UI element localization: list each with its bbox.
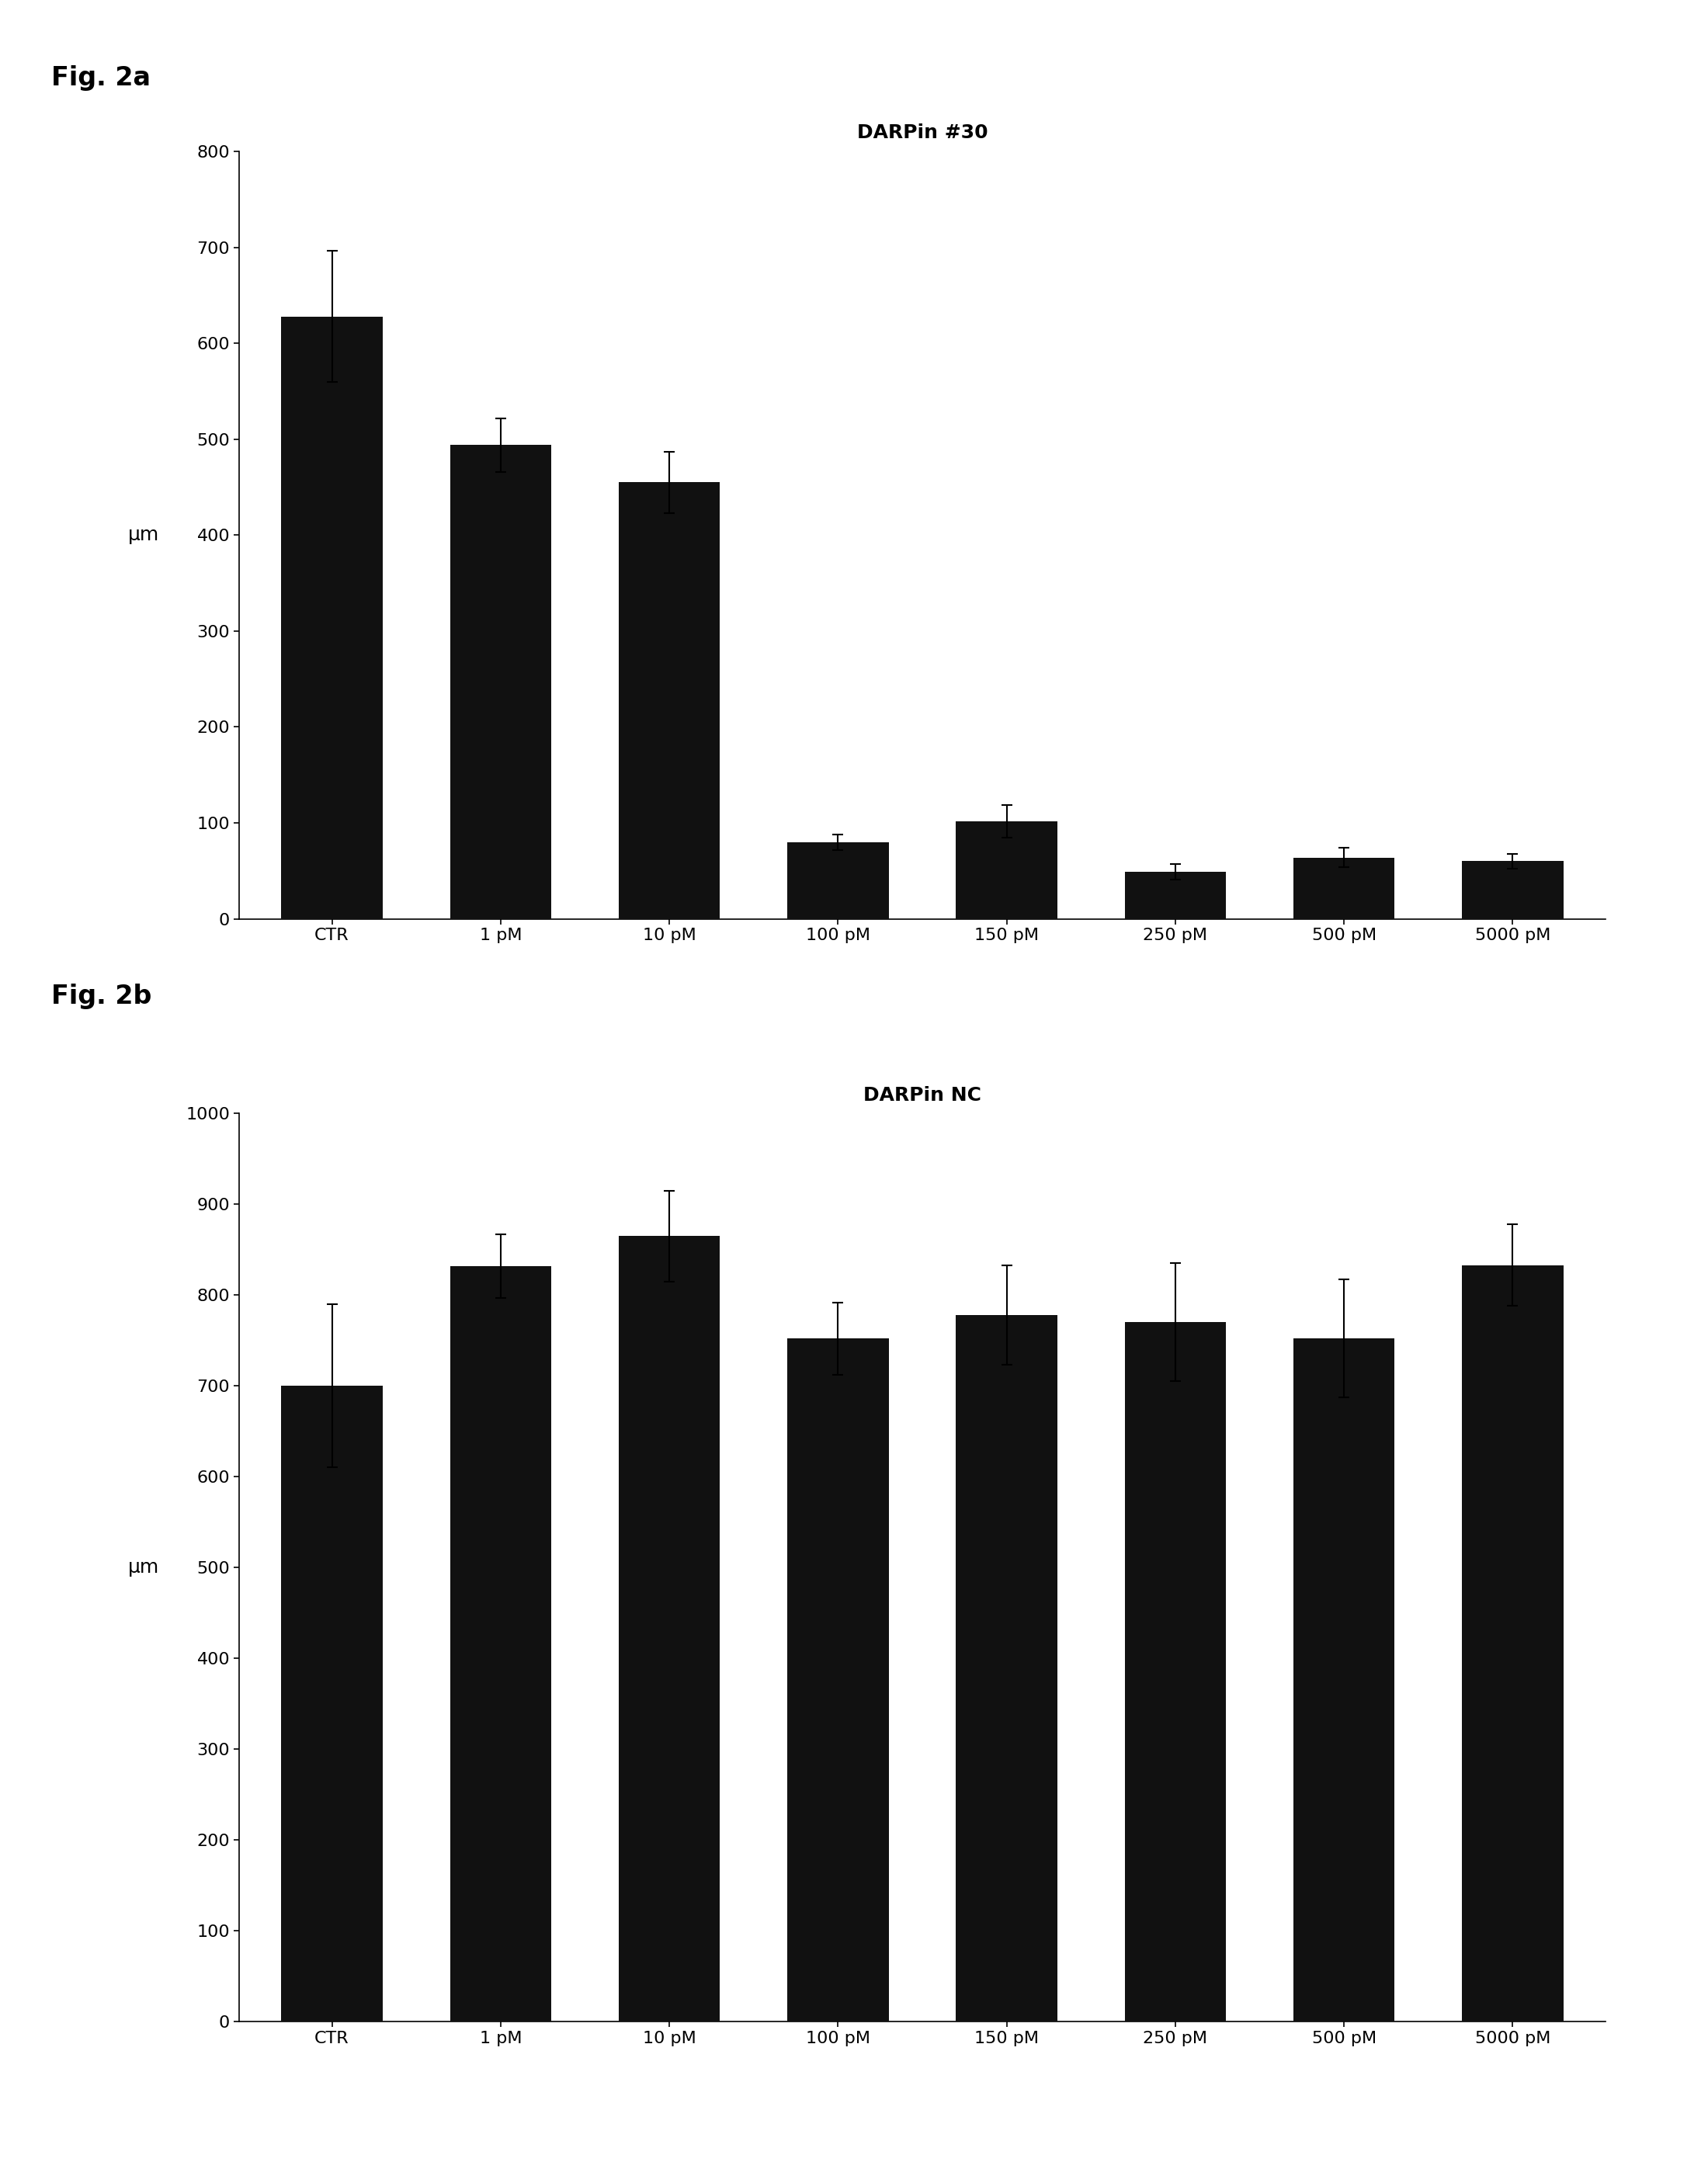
Bar: [787, 1338, 888, 2021]
Bar: [1462, 860, 1563, 919]
Text: Fig. 2a: Fig. 2a: [51, 65, 150, 91]
Title: DARPin NC: DARPin NC: [863, 1085, 982, 1105]
Bar: [449, 445, 552, 919]
Bar: [1293, 858, 1395, 919]
Y-axis label: μm: μm: [128, 1559, 159, 1576]
Text: Fig. 2b: Fig. 2b: [51, 984, 152, 1010]
Bar: [618, 1237, 719, 2021]
Bar: [449, 1267, 552, 2021]
Bar: [956, 1314, 1057, 2021]
Bar: [787, 843, 888, 919]
Bar: [1126, 1323, 1226, 2021]
Title: DARPin #30: DARPin #30: [857, 123, 987, 143]
Bar: [1126, 871, 1226, 919]
Bar: [1293, 1338, 1395, 2021]
Bar: [282, 316, 383, 919]
Bar: [282, 1386, 383, 2021]
Y-axis label: μm: μm: [128, 525, 159, 545]
Bar: [618, 482, 719, 919]
Bar: [1462, 1265, 1563, 2021]
Bar: [956, 822, 1057, 919]
